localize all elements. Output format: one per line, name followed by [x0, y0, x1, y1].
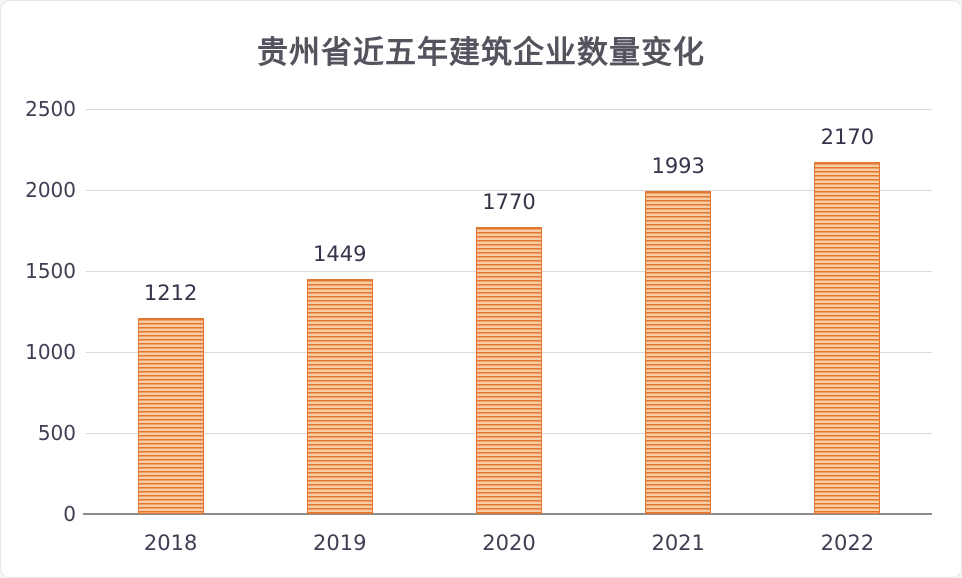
bar-value-label-2021: 1993: [651, 154, 705, 179]
bar-2019: [306, 279, 373, 514]
bar-2022: [814, 162, 881, 514]
x-tick-label-2020: 2020: [482, 531, 536, 555]
x-tick-label-2021: 2021: [651, 531, 705, 555]
bar-value-label-2022: 2170: [820, 125, 875, 150]
chart-title: 贵州省近五年建筑企业数量变化: [257, 35, 705, 71]
y-tick-label-2000: 2000: [25, 178, 76, 202]
bar-slot-2020: 1770: [424, 109, 593, 514]
y-tick-label-500: 500: [37, 421, 76, 445]
y-tick-label-0: 0: [63, 502, 76, 526]
bar-slot-2022: 2170: [763, 109, 932, 514]
y-tick-label-1500: 1500: [25, 259, 76, 283]
gridline-2000: [86, 189, 932, 191]
bar-2021: [645, 191, 712, 514]
x-tick-label-2022: 2022: [820, 531, 875, 555]
x-tick-label-2019: 2019: [313, 531, 367, 555]
bar-slot-2021: 1993: [594, 109, 763, 514]
bar-value-label-2018: 1212: [143, 280, 198, 305]
bar-2020: [475, 227, 542, 514]
gridline-2500: [86, 108, 932, 110]
y-tick-label-2500: 2500: [25, 97, 76, 121]
bar-slot-2018: 1212: [86, 109, 255, 514]
bar-slot-2019: 1449: [255, 109, 424, 514]
x-axis-line: [83, 513, 932, 515]
x-tick-label-2018: 2018: [143, 531, 198, 555]
y-tick-label-1000: 1000: [25, 340, 76, 364]
bar-value-label-2020: 1770: [482, 190, 536, 215]
bar-2018: [137, 317, 204, 514]
plot-area: 1212 1449 1770 1993 2170: [83, 108, 932, 515]
bar-value-label-2019: 1449: [313, 242, 367, 267]
